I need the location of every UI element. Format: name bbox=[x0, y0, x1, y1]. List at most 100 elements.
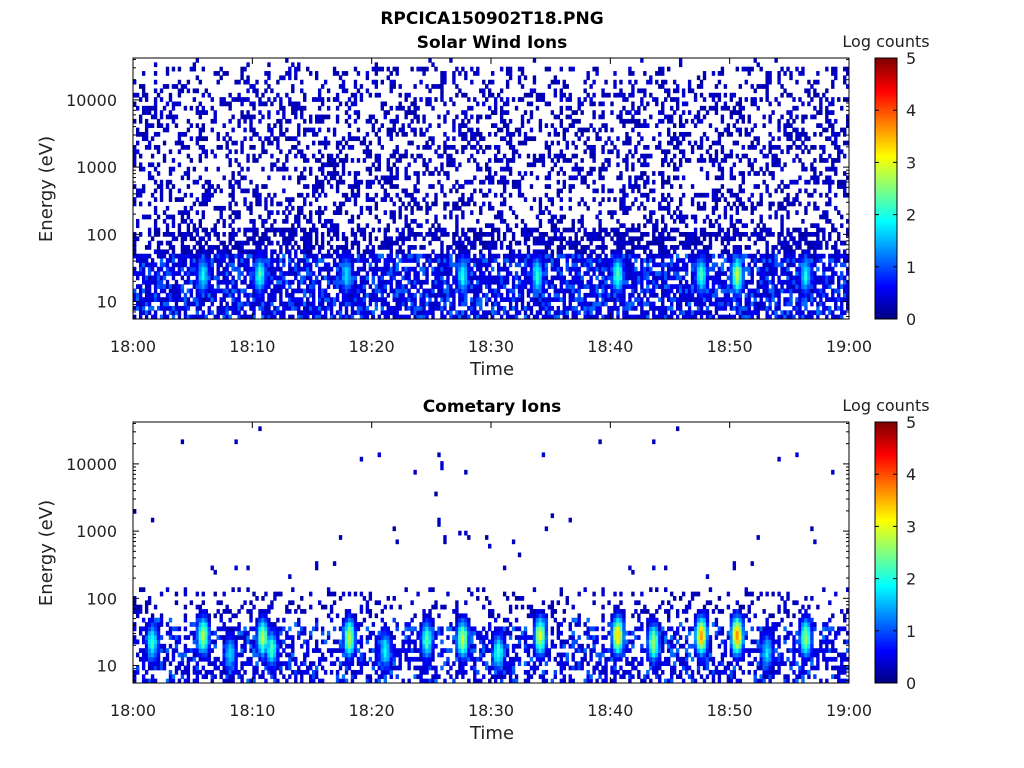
heatmap-cell bbox=[300, 266, 304, 272]
heatmap-cell bbox=[455, 275, 459, 281]
heatmap-cell bbox=[240, 114, 244, 120]
heatmap-cell bbox=[326, 179, 331, 185]
heatmap-cell bbox=[135, 188, 140, 194]
heatmap-cell bbox=[168, 92, 173, 98]
heatmap-cell bbox=[443, 205, 447, 211]
heatmap-cell bbox=[693, 275, 698, 281]
heatmap-cell bbox=[341, 166, 346, 172]
heatmap-cell bbox=[285, 71, 289, 76]
heatmap-cell bbox=[652, 236, 656, 242]
heatmap-cell bbox=[225, 131, 229, 137]
heatmap-cell bbox=[458, 240, 462, 246]
heatmap-cell bbox=[189, 314, 194, 320]
heatmap-cell bbox=[520, 301, 525, 307]
heatmap-cell bbox=[702, 218, 707, 224]
heatmap-cell bbox=[413, 253, 417, 259]
heatmap-cell bbox=[464, 284, 468, 289]
heatmap-cell bbox=[374, 262, 379, 268]
heatmap-cell bbox=[261, 249, 265, 255]
heatmap-cell bbox=[619, 114, 623, 120]
heatmap-cell bbox=[678, 184, 683, 189]
heatmap-cell bbox=[625, 97, 629, 102]
heatmap-cell bbox=[246, 97, 250, 102]
heatmap-cell bbox=[526, 305, 531, 311]
heatmap-cell bbox=[562, 127, 566, 133]
heatmap-cell bbox=[586, 245, 590, 250]
heatmap-cell bbox=[320, 236, 325, 242]
heatmap-cell bbox=[559, 105, 563, 111]
heatmap-cell bbox=[255, 249, 259, 255]
heatmap-cell bbox=[541, 271, 546, 276]
heatmap-cell bbox=[159, 240, 164, 246]
heatmap-cell bbox=[192, 223, 197, 229]
heatmap-cell bbox=[282, 310, 286, 316]
heatmap-cell bbox=[568, 271, 572, 276]
heatmap-cell bbox=[216, 279, 220, 285]
heatmap-cell bbox=[616, 262, 620, 268]
heatmap-cell bbox=[347, 114, 352, 120]
heatmap-cell bbox=[353, 101, 358, 107]
heatmap-cell bbox=[314, 236, 319, 242]
heatmap-cell bbox=[309, 232, 313, 237]
heatmap-cell bbox=[294, 114, 298, 120]
heatmap-cell bbox=[514, 271, 519, 276]
heatmap-cell bbox=[210, 97, 214, 102]
heatmap-cell bbox=[699, 227, 704, 233]
heatmap-cell bbox=[449, 262, 453, 268]
heatmap-cell bbox=[341, 88, 346, 94]
heatmap-cell bbox=[252, 218, 256, 224]
heatmap-cell bbox=[165, 249, 170, 255]
heatmap-cell bbox=[216, 262, 220, 268]
heatmap-cell bbox=[153, 88, 158, 94]
heatmap-cell bbox=[359, 301, 364, 307]
panel-solar-wind: Solar Wind Ions 18:00 18:10 18:20 18:30 18:4… bbox=[36, 32, 930, 380]
heatmap-cell bbox=[300, 288, 304, 294]
heatmap-cell bbox=[138, 266, 143, 272]
heatmap-cell bbox=[550, 201, 555, 207]
heatmap-cell bbox=[619, 201, 623, 207]
heatmap-cell bbox=[565, 145, 569, 150]
heatmap-cell bbox=[135, 258, 140, 263]
heatmap-cell bbox=[431, 288, 435, 294]
heatmap-cell bbox=[150, 314, 155, 320]
heatmap-cell bbox=[670, 301, 674, 307]
heatmap-cell bbox=[138, 301, 143, 307]
heatmap-cell bbox=[443, 201, 447, 207]
heatmap-cell bbox=[156, 118, 161, 124]
heatmap-cell bbox=[684, 284, 689, 289]
heatmap-cell bbox=[452, 279, 456, 285]
heatmap-cell bbox=[428, 297, 432, 302]
heatmap-cell bbox=[559, 197, 563, 202]
heatmap-cell bbox=[670, 197, 674, 202]
heatmap-cell bbox=[655, 305, 659, 311]
heatmap-cell bbox=[646, 258, 650, 263]
heatmap-cell bbox=[180, 258, 185, 263]
heatmap-cell bbox=[664, 227, 668, 233]
heatmap-cell bbox=[652, 288, 656, 294]
heatmap-cell bbox=[144, 314, 149, 320]
heatmap-cell bbox=[661, 79, 665, 85]
heatmap-cell bbox=[550, 305, 555, 311]
heatmap-cell bbox=[482, 88, 486, 94]
heatmap-cell bbox=[383, 110, 387, 115]
heatmap-cell bbox=[422, 131, 426, 137]
heatmap-cell bbox=[201, 279, 205, 285]
heatmap-cell bbox=[413, 114, 417, 120]
heatmap-cell bbox=[213, 118, 217, 124]
heatmap-cell bbox=[538, 92, 543, 98]
heatmap-cell bbox=[246, 227, 250, 233]
heatmap-cell bbox=[699, 284, 704, 289]
heatmap-cell bbox=[395, 149, 399, 155]
heatmap-cell bbox=[374, 175, 379, 181]
heatmap-cell bbox=[690, 232, 695, 237]
heatmap-cell bbox=[246, 258, 250, 263]
heatmap-cell bbox=[201, 110, 205, 115]
heatmap-cell bbox=[323, 288, 328, 294]
heatmap-cell bbox=[580, 275, 584, 281]
heatmap-cell bbox=[589, 314, 593, 320]
heatmap-cell bbox=[144, 245, 149, 250]
heatmap-cell bbox=[667, 66, 671, 72]
heatmap-cell bbox=[678, 214, 683, 220]
heatmap-cell bbox=[479, 258, 483, 263]
heatmap-cell bbox=[210, 275, 214, 281]
